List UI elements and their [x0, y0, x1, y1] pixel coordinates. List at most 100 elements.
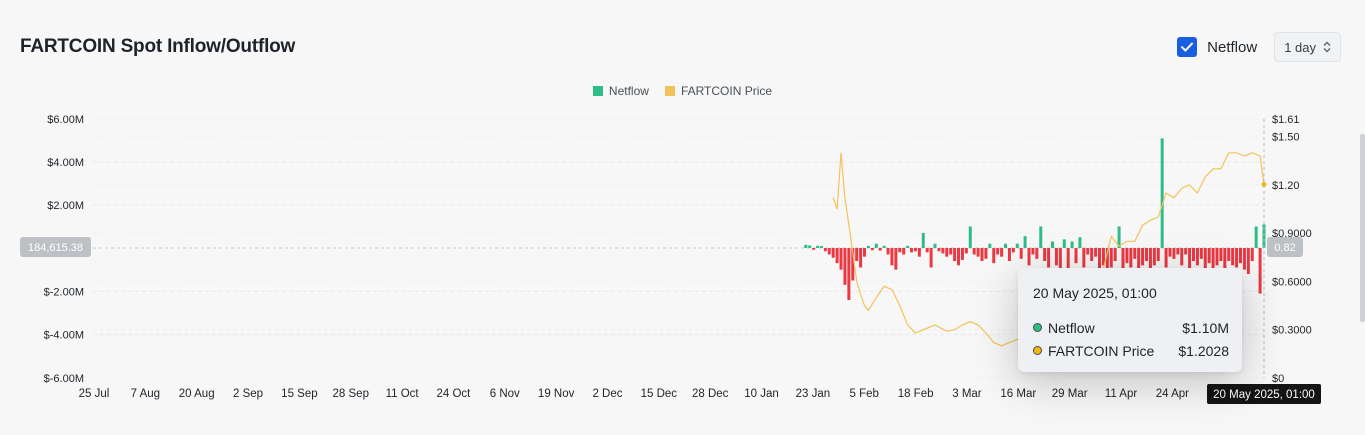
netflow-bar [847, 248, 851, 300]
tooltip-netflow-dot [1033, 323, 1042, 332]
netflow-bar [1192, 248, 1196, 261]
netflow-bar [890, 248, 894, 266]
netflow-bar [808, 245, 812, 248]
netflow-bar [1117, 226, 1121, 248]
x-tick-label: 28 Sep [333, 388, 369, 400]
netflow-bar [1027, 248, 1031, 266]
netflow-bar [1011, 248, 1015, 253]
netflow-bar [843, 248, 847, 285]
netflow-bar [957, 248, 961, 266]
y-right-tick-label: $0.6000 [1272, 276, 1312, 288]
netflow-bar [1090, 248, 1094, 261]
netflow-bar [1145, 248, 1149, 261]
legend-swatch-netflow [592, 86, 603, 96]
netflow-bar [874, 243, 878, 248]
netflow-bar [823, 248, 827, 252]
netflow-bar [1219, 248, 1223, 261]
netflow-bar [882, 245, 886, 248]
x-tick-label: 2 Dec [592, 388, 622, 400]
netflow-bar [1184, 248, 1188, 255]
crosshair-right-label: 0.82 [1274, 242, 1295, 254]
netflow-bar [992, 248, 996, 264]
netflow-bar [913, 248, 917, 252]
netflow-checkbox[interactable] [1177, 37, 1198, 57]
netflow-bar [984, 248, 988, 259]
y-right-tick-label: $0 [1272, 373, 1284, 385]
netflow-bar [816, 245, 820, 248]
netflow-bar [1176, 248, 1180, 255]
netflow-bar [1105, 248, 1109, 272]
chevron-updown-icon [1323, 41, 1331, 53]
netflow-bar [1168, 248, 1172, 257]
netflow-bar [937, 248, 941, 252]
netflow-bar [866, 245, 870, 248]
netflow-bar [953, 248, 957, 261]
netflow-bar [976, 248, 980, 257]
netflow-bar [1047, 248, 1051, 268]
x-tick-label: 18 Feb [898, 388, 934, 400]
netflow-bar [859, 248, 863, 268]
y-left-tick-label: $6.00M [47, 114, 84, 126]
netflow-bar [929, 248, 933, 268]
x-tick-label: 28 Dec [692, 388, 729, 400]
y-left-tick-label: $-4.00M [44, 330, 84, 342]
netflow-bar [839, 248, 843, 270]
legend-item-netflow[interactable]: Netflow [592, 84, 649, 98]
netflow-bar [1148, 248, 1152, 270]
tooltip-price-value: $1.2028 [1178, 342, 1229, 359]
chart-legend: Netflow FARTCOIN Price [0, 84, 1365, 98]
y-right-tick-label: $1.20 [1272, 180, 1300, 192]
y-right-tick-label: $1.50 [1272, 132, 1300, 144]
netflow-bar [1082, 248, 1086, 268]
netflow-bar [921, 232, 925, 248]
netflow-bar [1058, 248, 1062, 270]
crosshair-left-badge [20, 237, 91, 257]
netflow-bar [1062, 239, 1066, 248]
netflow-bar [1066, 248, 1070, 274]
netflow-bar [1211, 248, 1215, 270]
x-tick-label: 11 Apr [1105, 388, 1138, 400]
x-tick-label: 15 Sep [281, 388, 317, 400]
netflow-bar [1031, 248, 1035, 255]
netflow-bar [941, 248, 945, 254]
netflow-bar [1074, 248, 1078, 264]
netflow-bar [855, 248, 859, 261]
legend-swatch-price [664, 86, 675, 96]
netflow-bar [1054, 248, 1058, 266]
page-scrollbar[interactable] [1360, 134, 1365, 322]
x-tick-label: 5 Feb [850, 388, 879, 400]
netflow-bar [1137, 248, 1141, 274]
netflow-bar [1007, 248, 1011, 261]
netflow-bar [1152, 248, 1156, 266]
y-left-tick-label: $-2.00M [44, 286, 84, 298]
x-tick-label: 3 Mar [952, 388, 982, 400]
netflow-bar [1004, 243, 1008, 248]
netflow-bar [1094, 248, 1098, 257]
netflow-bar [1129, 248, 1133, 268]
chart-tooltip: 20 May 2025, 01:00 Netflow $1.10M FARTCO… [1018, 268, 1242, 372]
crosshair-right-badge [1267, 237, 1303, 257]
netflow-bar [1078, 237, 1082, 248]
netflow-bar [1250, 248, 1254, 261]
netflow-bar [878, 248, 882, 251]
x-tick-label: 25 Jul [79, 388, 110, 400]
netflow-bar [917, 248, 921, 257]
netflow-bar [1141, 248, 1145, 266]
x-tick-label: 2 Sep [233, 388, 263, 400]
y-right-tick-label: $1.61 [1272, 114, 1300, 126]
netflow-bar [960, 248, 964, 260]
netflow-bar [1203, 248, 1207, 272]
interval-select[interactable]: 1 day [1274, 32, 1341, 62]
netflow-toggle-label[interactable]: Netflow [1207, 38, 1258, 56]
netflow-bar [1235, 248, 1239, 268]
interval-select-value: 1 day [1284, 39, 1316, 55]
tooltip-row-price: FARTCOIN Price $1.2028 [1033, 339, 1229, 362]
netflow-bar [819, 246, 823, 248]
tooltip-netflow-label: Netflow [1048, 319, 1095, 336]
netflow-bar [886, 248, 890, 255]
legend-item-price[interactable]: FARTCOIN Price [664, 84, 772, 98]
tooltip-netflow-value: $1.10M [1182, 319, 1229, 336]
tooltip-date: 20 May 2025, 01:00 [1033, 285, 1157, 301]
y-right-tick-label: $0.3000 [1272, 325, 1312, 337]
x-tick-label: 24 Oct [437, 388, 472, 400]
